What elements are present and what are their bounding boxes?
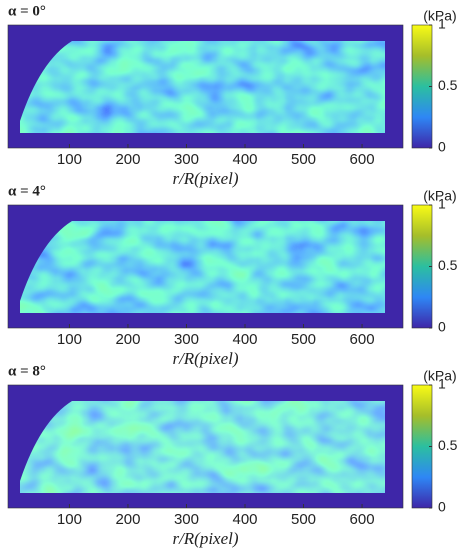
x-tick-label: 400 xyxy=(232,331,257,348)
colorbar-tick-label: 1 xyxy=(438,196,446,212)
colorbar-tick-label: 0.5 xyxy=(438,77,458,93)
x-tick-label: 200 xyxy=(115,331,140,348)
pressure-field xyxy=(20,401,385,493)
colorbar-tick-label: 0.5 xyxy=(438,257,458,273)
x-tick-label: 500 xyxy=(291,511,316,528)
colorbar-tick-label: 0.5 xyxy=(438,437,458,453)
pressure-field xyxy=(20,41,385,133)
x-tick-label: 500 xyxy=(291,331,316,348)
panel-title: α = 8° xyxy=(8,363,46,379)
x-axis-label: r/R(pixel) xyxy=(172,349,238,368)
x-tick-label: 200 xyxy=(115,151,140,168)
x-tick-label: 200 xyxy=(115,511,140,528)
colorbar-tick-label: 0 xyxy=(438,319,446,335)
colorbar-tick-label: 0 xyxy=(438,139,446,155)
panel-title: α = 4° xyxy=(8,183,46,199)
colorbar-tick-label: 0 xyxy=(438,499,446,515)
x-tick-label: 100 xyxy=(57,511,82,528)
colorbar-tick-label: 1 xyxy=(438,16,446,32)
x-tick-label: 300 xyxy=(174,331,199,348)
panel-title: α = 0° xyxy=(8,3,46,19)
x-tick-label: 500 xyxy=(291,151,316,168)
x-tick-label: 100 xyxy=(57,151,82,168)
x-tick-label: 400 xyxy=(232,151,257,168)
plot-frame xyxy=(7,24,404,149)
colorbar-label: (kPa) xyxy=(423,8,456,24)
colorbar-label: (kPa) xyxy=(423,368,456,384)
x-tick-label: 600 xyxy=(350,151,375,168)
x-tick-label: 600 xyxy=(350,331,375,348)
x-axis-label: r/R(pixel) xyxy=(172,529,238,548)
colorbar-label: (kPa) xyxy=(423,188,456,204)
x-axis-label: r/R(pixel) xyxy=(172,169,238,188)
plot-frame xyxy=(7,384,404,509)
x-tick-label: 400 xyxy=(232,511,257,528)
colorbar-tick-label: 1 xyxy=(438,376,446,392)
plot-frame xyxy=(7,204,404,329)
pressure-field xyxy=(20,221,385,313)
x-tick-label: 300 xyxy=(174,151,199,168)
x-tick-label: 300 xyxy=(174,511,199,528)
x-tick-label: 100 xyxy=(57,331,82,348)
x-tick-label: 600 xyxy=(350,511,375,528)
